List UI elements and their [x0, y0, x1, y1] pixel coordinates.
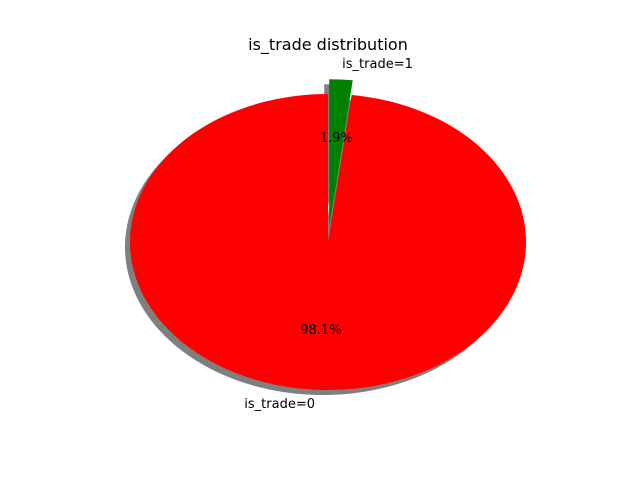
pie-slice-0 [130, 94, 526, 390]
pie-group: is_trade=0 98.1% is_trade=1 1.9% [124, 57, 526, 412]
slice-pct-label-0: 98.1% [300, 323, 341, 338]
slice-pct-label-1: 1.9% [320, 131, 353, 146]
chart-title: is_trade distribution [248, 35, 408, 55]
slice-label-0: is_trade=0 [244, 397, 315, 412]
slice-label-1: is_trade=1 [342, 57, 413, 72]
pie-slice-1 [329, 79, 353, 228]
